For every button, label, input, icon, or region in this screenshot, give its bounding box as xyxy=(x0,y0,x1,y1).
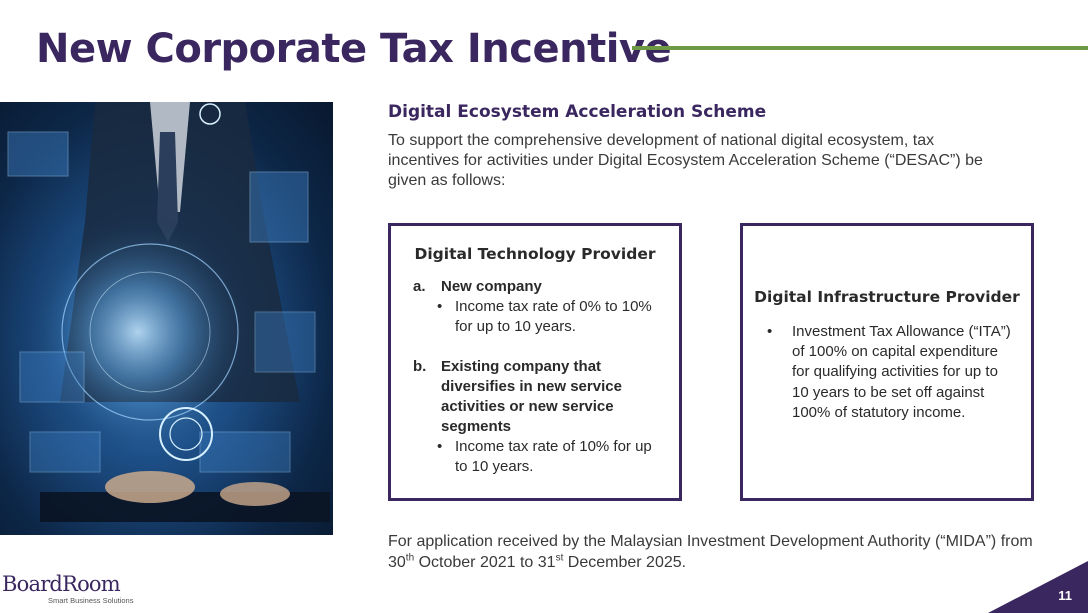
digital-ecosystem-photo xyxy=(0,102,333,535)
box-title: Digital Infrastructure Provider xyxy=(754,288,1020,306)
item-letter: b. xyxy=(413,358,427,375)
item-heading: Existing company that diversifies in new… xyxy=(441,358,622,435)
application-period-note: For application received by the Malaysia… xyxy=(388,533,1033,571)
bullet-text: Income tax rate of 0% to 10% for up to 1… xyxy=(455,298,652,335)
item-heading: New company xyxy=(441,278,542,295)
bullet-icon: • xyxy=(767,323,773,340)
box-title: Digital Technology Provider xyxy=(414,245,656,263)
bullet-text: Investment Tax Allowance (“ITA”) of 100%… xyxy=(792,323,1011,421)
item-existing-company: b. Existing company that diversifies in … xyxy=(391,357,679,477)
digital-technology-provider-box: Digital Technology Provider a. New compa… xyxy=(388,223,682,501)
photo-illustration xyxy=(7,102,330,522)
digital-infrastructure-provider-box: Digital Infrastructure Provider • Invest… xyxy=(740,223,1034,501)
bullet-icon: • xyxy=(437,298,443,315)
logo-wordmark: BoardRoom xyxy=(2,572,121,596)
title-divider xyxy=(632,46,1088,50)
item-new-company: a. New company • Income tax rate of 0% t… xyxy=(391,277,679,337)
bullet-icon: • xyxy=(437,438,443,455)
intro-paragraph: To support the comprehensive development… xyxy=(388,132,983,189)
page-corner-triangle xyxy=(988,561,1088,613)
slide-title: New Corporate Tax Incentive xyxy=(36,26,672,72)
item-letter: a. xyxy=(413,278,426,295)
scheme-heading: Digital Ecosystem Acceleration Scheme xyxy=(388,102,767,122)
logo-tagline: Smart Business Solutions xyxy=(48,596,134,605)
page-number: 11 xyxy=(1058,588,1072,603)
boardroom-logo: BoardRoom Smart Business Solutions xyxy=(2,572,142,608)
bullet-text: Income tax rate of 10% for up to 10 year… xyxy=(455,438,652,475)
